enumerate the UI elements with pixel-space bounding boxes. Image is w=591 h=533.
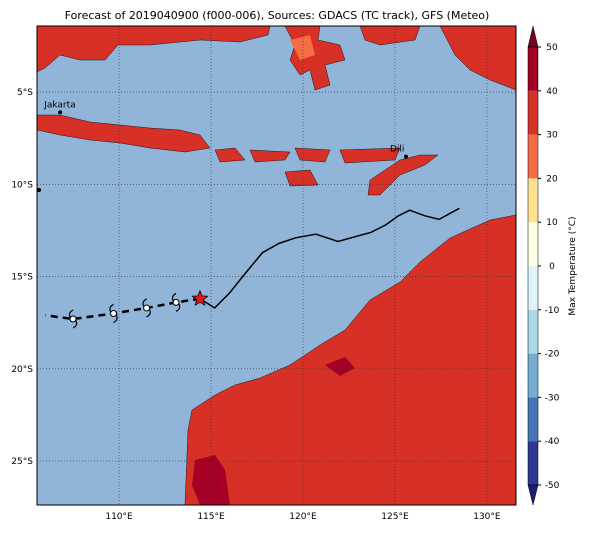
colorbar-tick-label: -30: [545, 393, 560, 403]
colorbar-tick-label: 50: [546, 43, 558, 53]
colorbar-tick-label: 30: [546, 131, 558, 141]
land: [294, 147, 331, 163]
y-tick-label: 20°S: [11, 365, 33, 375]
land-hot: [325, 357, 355, 376]
colorbar-bin: [528, 441, 538, 485]
land: [184, 214, 516, 505]
colorbar-tick-label: 0: [549, 262, 555, 272]
colorbar-bin: [528, 178, 538, 223]
colorbar-bin: [528, 397, 538, 442]
track-line: [199, 207, 460, 309]
colorbar-tick-label: 40: [546, 87, 558, 97]
city-dot: [58, 110, 63, 115]
x-tick-label: 130°E: [473, 512, 501, 522]
x-tick-label: 120°E: [289, 512, 317, 522]
map-title: Forecast of 2019040900 (f000-006), Sourc…: [65, 9, 490, 22]
colorbar-tick-label: -40: [545, 437, 560, 447]
x-tick-label: 115°E: [197, 512, 225, 522]
cyclone-center: [172, 298, 180, 306]
city-dot: [403, 154, 408, 159]
cyclone-center: [110, 309, 118, 317]
colorbar-bin: [528, 90, 538, 135]
colorbar-bin: [528, 134, 538, 179]
map-area: [37, 26, 516, 505]
forecast-line: [45, 297, 201, 321]
x-tick-label: 110°E: [105, 512, 133, 522]
colorbar-tick-label: -10: [545, 306, 560, 316]
city-dot: [37, 188, 41, 192]
y-tick-label: 25°S: [11, 457, 33, 467]
y-tick-label: 5°S: [17, 88, 33, 98]
land: [339, 147, 401, 164]
colorbar-bin: [528, 266, 538, 310]
land: [214, 147, 246, 163]
colorbar-tick-label: -50: [545, 481, 560, 491]
y-tick-label: 10°S: [11, 180, 33, 190]
colorbar-bin: [528, 309, 538, 354]
land: [359, 26, 421, 46]
city-label: Dili: [390, 145, 404, 155]
colorbar-tick-label: -20: [545, 350, 560, 360]
colorbar-over: [527, 25, 539, 48]
colorbar-label: Max Temperature (°C): [568, 216, 578, 315]
x-tick-label: 125°E: [381, 512, 409, 522]
colorbar-bin: [528, 222, 538, 266]
cyclone-center: [143, 304, 151, 312]
cyclone-center: [69, 315, 77, 323]
overlay: Jakarta Dili: [37, 26, 516, 505]
land-warm: [290, 35, 315, 60]
colorbar-tick-label: 10: [546, 218, 558, 228]
colorbar-bin: [528, 353, 538, 398]
current-position: [191, 289, 209, 307]
land: [439, 26, 516, 91]
colorbar-tick-label: 20: [546, 174, 558, 184]
land: [37, 26, 271, 73]
land: [284, 169, 319, 187]
city-label: Jakarta: [43, 100, 75, 110]
y-tick-label: 15°S: [11, 273, 33, 283]
land: [249, 149, 291, 163]
land: [37, 114, 211, 153]
colorbar-bin: [528, 47, 538, 91]
map-frame: [36, 25, 517, 506]
colorbar-under: [527, 484, 539, 506]
